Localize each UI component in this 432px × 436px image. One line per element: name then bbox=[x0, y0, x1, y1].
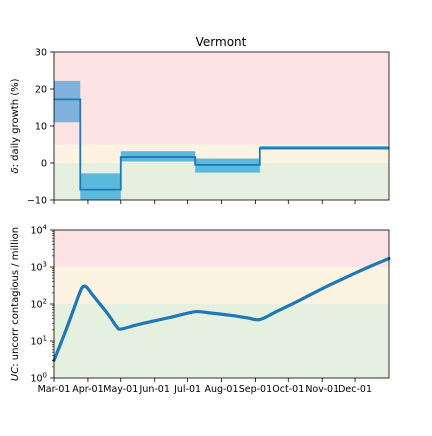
growth-band-1 bbox=[80, 173, 121, 200]
top-ytick-label: −10 bbox=[27, 196, 47, 207]
bottom-xtick-label: May-01 bbox=[103, 384, 138, 395]
bottom-zone-0 bbox=[54, 230, 389, 267]
bottom-xtick-label: Jun-01 bbox=[139, 384, 170, 395]
top-ytick-label: 10 bbox=[35, 122, 47, 133]
bottom-ytick-label: 100 bbox=[30, 372, 47, 385]
growth-step-line bbox=[54, 98, 389, 191]
bottom-xtick-label: Nov-01 bbox=[305, 384, 339, 395]
growth-band-0 bbox=[54, 80, 81, 123]
top-ytick-label: 30 bbox=[35, 48, 47, 59]
bottom-y-axis-label: UC: uncorr contagious / million bbox=[10, 227, 21, 381]
bottom-xtick-label: Aug-01 bbox=[204, 384, 238, 395]
bottom-ytick-label: 103 bbox=[30, 261, 47, 274]
bottom-ytick-label: 102 bbox=[30, 298, 47, 311]
bottom-chart: Mar-01 Apr-01 May-01 Jun-01 Jul-01 Aug-01 Sep-… bbox=[30, 224, 391, 395]
bottom-xtick-label: Mar-01 bbox=[38, 384, 71, 395]
contagious-curve bbox=[52, 256, 391, 362]
bottom-zone-1 bbox=[54, 267, 389, 304]
top-plot-frame bbox=[53, 51, 390, 201]
bottom-xtick-label: Jul-01 bbox=[173, 384, 201, 395]
top-chart: −10 0 10 20 30 bbox=[27, 48, 390, 207]
bottom-xtick-label: Sep-01 bbox=[239, 384, 272, 395]
bottom-plot-frame bbox=[53, 229, 390, 379]
bottom-ytick-label: 101 bbox=[30, 335, 47, 348]
top-chart-title: Vermont bbox=[196, 35, 247, 49]
bottom-xtick-label: Apr-01 bbox=[72, 384, 103, 395]
top-y-axis-label: δ: daily growth (%) bbox=[10, 78, 21, 173]
top-ytick-label: 0 bbox=[41, 159, 47, 170]
bottom-ytick-label: 104 bbox=[30, 224, 47, 237]
top-ytick-label: 20 bbox=[35, 85, 47, 96]
top-zone-0 bbox=[54, 52, 389, 145]
bottom-xtick-label: Dec-01 bbox=[338, 384, 372, 395]
bottom-xtick-label: Oct-01 bbox=[272, 384, 304, 395]
